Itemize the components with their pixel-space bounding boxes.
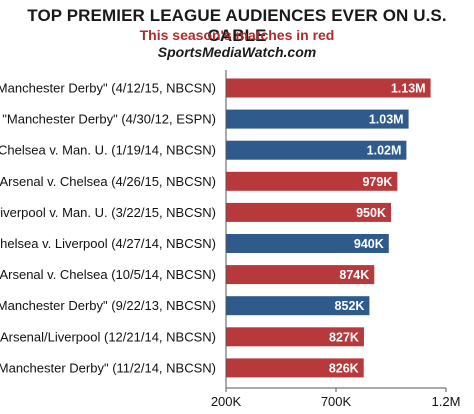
bar — [226, 327, 364, 347]
bar-value-label: 826K — [329, 361, 359, 375]
bar — [226, 234, 389, 253]
bar-value-label: 940K — [354, 237, 384, 251]
x-tick-label: 1.2M — [432, 394, 461, 409]
bar-value-label: 827K — [329, 330, 359, 344]
bar-value-label: 979K — [362, 175, 392, 189]
bar-value-label: 1.13M — [391, 82, 426, 96]
category-label: Arsenal v. Chelsea (10/5/14, NBCSN) — [0, 267, 216, 282]
category-label: "Manchester Derby" (4/12/15, NBCSN) — [0, 81, 216, 96]
category-label: "Manchester Derby" (4/30/12, ESPN) — [2, 112, 216, 127]
category-label: "Manchester Derby" (9/22/13, NBCSN) — [0, 298, 216, 313]
category-label: Chelsea v. Liverpool (4/27/14, NBCSN) — [0, 236, 216, 251]
x-tick-label: 700K — [321, 394, 352, 409]
bar-value-label: 950K — [356, 206, 386, 220]
bar — [226, 265, 375, 285]
x-tick-label: 200K — [211, 394, 242, 409]
chart-subtitle: This season's matches in red — [139, 27, 335, 43]
bar — [226, 171, 398, 191]
chart-title: TOP PREMIER LEAGUE AUDIENCES EVER ON U.S… — [27, 6, 447, 45]
bar-value-label: 1.02M — [367, 144, 402, 158]
bar-value-label: 852K — [335, 299, 365, 313]
category-label: Arsenal/Liverpool (12/21/14, NBCSN) — [0, 329, 216, 344]
category-label: Liverpool v. Man. U. (3/22/15, NBCSN) — [0, 205, 216, 220]
bar-value-label: 874K — [339, 268, 369, 282]
bar — [226, 202, 391, 222]
category-label: "Manchester Derby" (11/2/14, NBCSN) — [0, 360, 216, 375]
bar-value-label: 1.03M — [369, 113, 404, 127]
category-label: Arsenal v. Chelsea (4/26/15, NBCSN) — [0, 174, 216, 189]
bar — [226, 358, 364, 378]
bar — [226, 78, 431, 98]
chart-source: SportsMediaWatch.com — [157, 44, 317, 60]
category-label: Chelsea v. Man. U. (1/19/14, NBCSN) — [0, 143, 216, 158]
bar — [226, 109, 409, 129]
bar — [226, 140, 407, 160]
bar — [226, 296, 370, 316]
